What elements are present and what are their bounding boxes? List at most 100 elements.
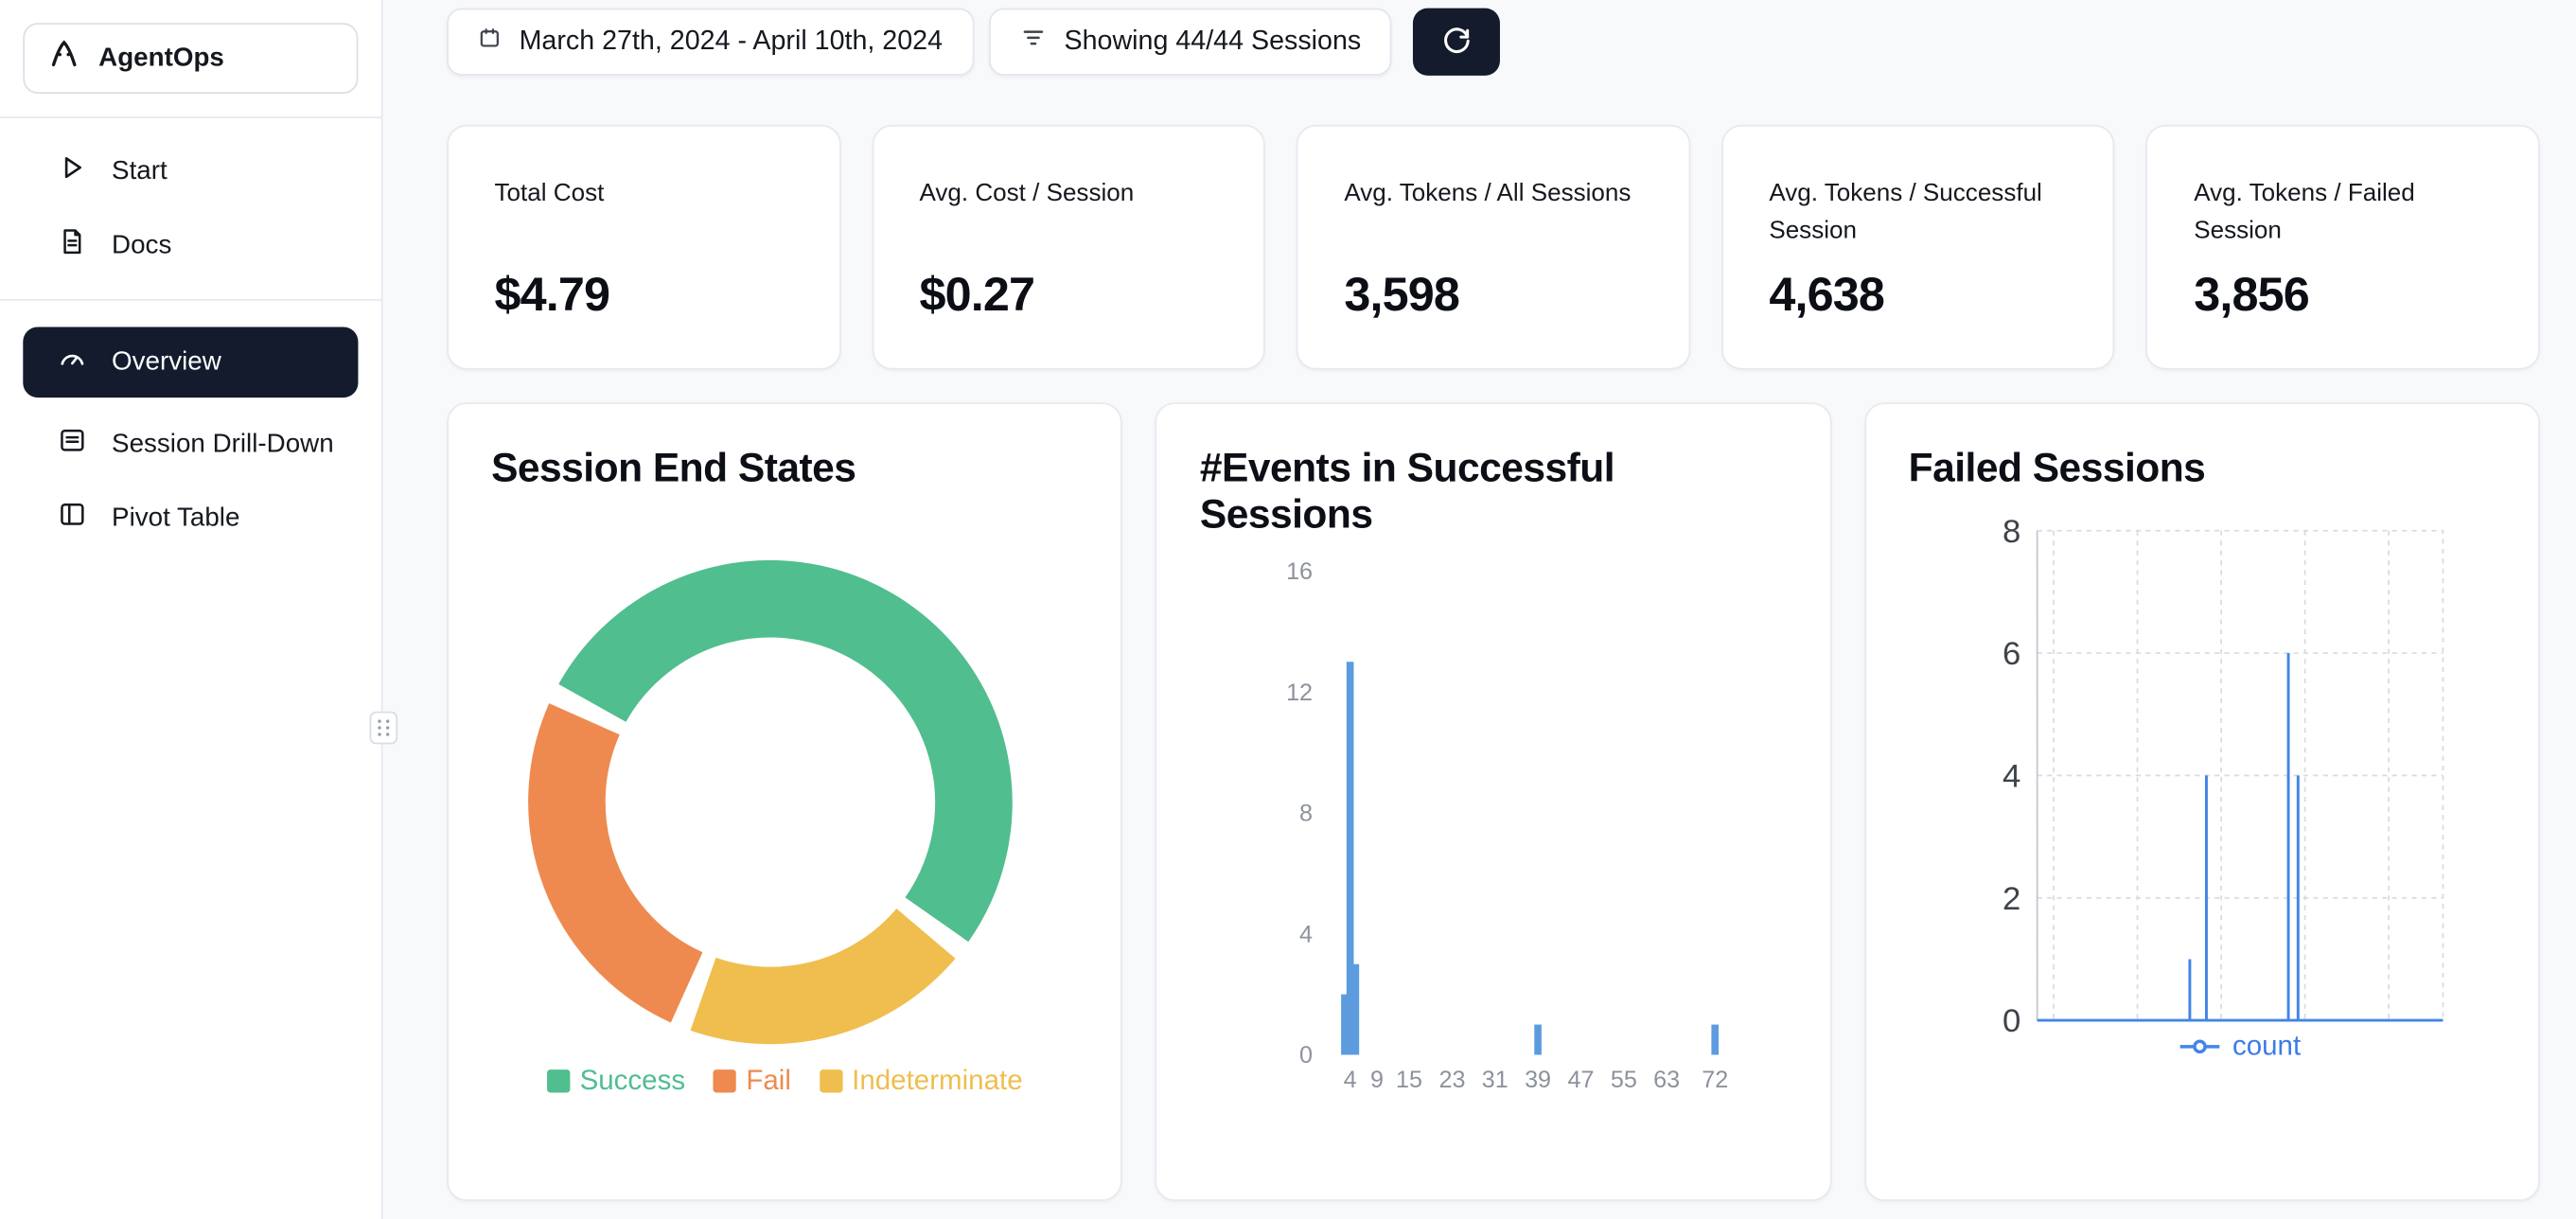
sidebar-item-pivot-table[interactable]: Pivot Table [0, 482, 381, 556]
stat-value: $0.27 [919, 269, 1035, 323]
y-axis-tick-label: 16 [1287, 558, 1314, 585]
sidebar-item-label: Docs [112, 230, 172, 259]
x-axis-tick-label: 47 [1568, 1067, 1595, 1093]
y-axis-tick-label: 2 [2002, 881, 2020, 917]
legend-item-fail[interactable]: Fail [713, 1064, 791, 1098]
sidebar-divider [0, 298, 381, 301]
stat-card-avg-cost-session: Avg. Cost / Session $0.27 [872, 124, 1266, 370]
sessions-filter-button[interactable]: Showing 44/44 Sessions [988, 8, 1393, 76]
sidebar-item-label: Pivot Table [112, 504, 240, 532]
bar[interactable] [1341, 994, 1350, 1055]
agentops-logo-icon [46, 36, 82, 80]
donut-legend: Success Fail Indeterminate [449, 1065, 1121, 1098]
stat-label: Total Cost [494, 179, 605, 207]
y-axis-tick-label: 8 [2002, 514, 2020, 550]
sidebar-item-label: Overview [112, 347, 221, 376]
x-axis-tick-label: 39 [1526, 1067, 1552, 1093]
y-axis-tick-label: 0 [1300, 1042, 1314, 1069]
stat-card-avg-tokens-successful: Avg. Tokens / Successful Session 4,638 [1720, 124, 2115, 370]
pivot-table-icon [58, 500, 87, 538]
sessions-filter-label: Showing 44/44 Sessions [1064, 26, 1362, 57]
x-axis-tick-label: 63 [1654, 1067, 1681, 1093]
charts-row: Session End States Success Fail Indetermin… [447, 402, 2540, 1202]
refresh-icon [1441, 24, 1473, 60]
x-axis-tick-label: 72 [1703, 1067, 1729, 1093]
x-axis-tick-label: 4 [1344, 1067, 1357, 1093]
sidebar-nav-top: Start Docs [0, 118, 381, 299]
stat-card-avg-tokens-failed: Avg. Tokens / Failed Session 3,856 [2145, 124, 2540, 370]
sidebar-item-overview[interactable]: Overview [23, 327, 359, 398]
sidebar-nav-main: Overview Session Drill-Down [0, 301, 381, 572]
session-end-states-donut-chart [528, 559, 1013, 1045]
donut-segment-fail[interactable] [528, 703, 704, 1023]
x-axis-tick-label: 15 [1397, 1067, 1423, 1093]
x-axis-tick-label: 9 [1371, 1067, 1385, 1093]
stat-label: Avg. Tokens / Failed Session [2194, 179, 2415, 245]
stats-row: Total Cost $4.79 Avg. Cost / Session $0.… [447, 124, 2540, 370]
y-axis-tick-label: 8 [1300, 801, 1314, 827]
stat-value: $4.79 [494, 269, 611, 323]
legend-item-indeterminate[interactable]: Indeterminate [819, 1064, 1023, 1098]
main-content: March 27th, 2024 - April 10th, 2024 Show… [384, 0, 2576, 1219]
stat-card-total-cost: Total Cost $4.79 [447, 124, 841, 370]
chart-card-events-successful: #Events in Successful Sessions 0 4 8 12 16 4 9… [1155, 402, 1832, 1202]
sidebar-resize-handle[interactable] [369, 711, 398, 745]
count-legend[interactable]: count [2037, 1030, 2443, 1063]
bar[interactable] [1534, 1024, 1543, 1055]
toolbar: March 27th, 2024 - April 10th, 2024 Show… [447, 8, 2540, 76]
chart-card-session-end-states: Session End States Success Fail Indetermin… [447, 402, 1123, 1202]
x-axis-tick-label: 55 [1611, 1067, 1637, 1093]
y-axis-tick-label: 12 [1287, 680, 1314, 706]
count-line-series[interactable] [2037, 653, 2443, 1022]
chart-title: Failed Sessions [1908, 447, 2206, 492]
y-axis-tick-label: 4 [1300, 921, 1314, 947]
calendar-icon [478, 26, 501, 58]
count-legend-label: count [2232, 1030, 2302, 1062]
legend-item-success[interactable]: Success [546, 1064, 686, 1098]
legend-swatch [546, 1069, 571, 1093]
sidebar-item-session-drilldown[interactable]: Session Drill-Down [0, 408, 381, 482]
donut-segment-success[interactable] [558, 559, 1013, 943]
bar[interactable] [1352, 963, 1360, 1055]
donut-segment-indeterminate[interactable] [690, 908, 956, 1045]
bar[interactable] [1711, 1024, 1720, 1055]
refresh-button[interactable] [1413, 8, 1501, 76]
chart-title: Session End States [491, 447, 856, 492]
stat-value: 3,598 [1344, 269, 1460, 323]
x-axis-tick-label: 31 [1482, 1067, 1509, 1093]
y-axis-tick-label: 4 [2002, 759, 2020, 795]
y-axis-tick-label: 0 [2002, 1003, 2020, 1039]
stat-label: Avg. Cost / Session [919, 179, 1135, 207]
brand-name: AgentOps [98, 44, 224, 72]
legend-label: Fail [746, 1064, 791, 1096]
brand-logo-box[interactable]: AgentOps [23, 23, 359, 94]
stat-label: Avg. Tokens / All Sessions [1344, 179, 1632, 207]
failed-sessions-line-chart: 0 2 4 6 8 [2002, 514, 2444, 1039]
count-legend-marker-icon [2179, 1030, 2221, 1063]
filter-icon [1020, 25, 1047, 59]
date-range-label: March 27th, 2024 - April 10th, 2024 [519, 26, 944, 57]
date-range-button[interactable]: March 27th, 2024 - April 10th, 2024 [447, 8, 975, 76]
stat-label: Avg. Tokens / Successful Session [1769, 179, 2042, 245]
chart-card-failed-sessions: Failed Sessions 0 2 4 6 8 count [1863, 402, 2540, 1202]
bar[interactable] [1347, 662, 1355, 1055]
grip-dots-icon [378, 719, 390, 736]
legend-swatch [713, 1069, 736, 1093]
docs-icon [58, 227, 87, 265]
sidebar-item-label: Session Drill-Down [112, 429, 334, 458]
sidebar-item-label: Start [112, 156, 168, 186]
chart-title: #Events in Successful Sessions [1199, 447, 1615, 538]
legend-label: Indeterminate [852, 1064, 1023, 1096]
legend-label: Success [579, 1064, 686, 1096]
gauge-icon [58, 344, 87, 381]
sidebar: AgentOps Start [0, 0, 383, 1219]
stat-value: 3,856 [2194, 269, 2310, 323]
play-icon [58, 152, 87, 190]
sidebar-item-docs[interactable]: Docs [0, 208, 381, 282]
stat-value: 4,638 [1769, 269, 1885, 323]
sidebar-item-start[interactable]: Start [0, 134, 381, 208]
sidebar-divider [0, 116, 381, 118]
legend-swatch [819, 1069, 842, 1093]
